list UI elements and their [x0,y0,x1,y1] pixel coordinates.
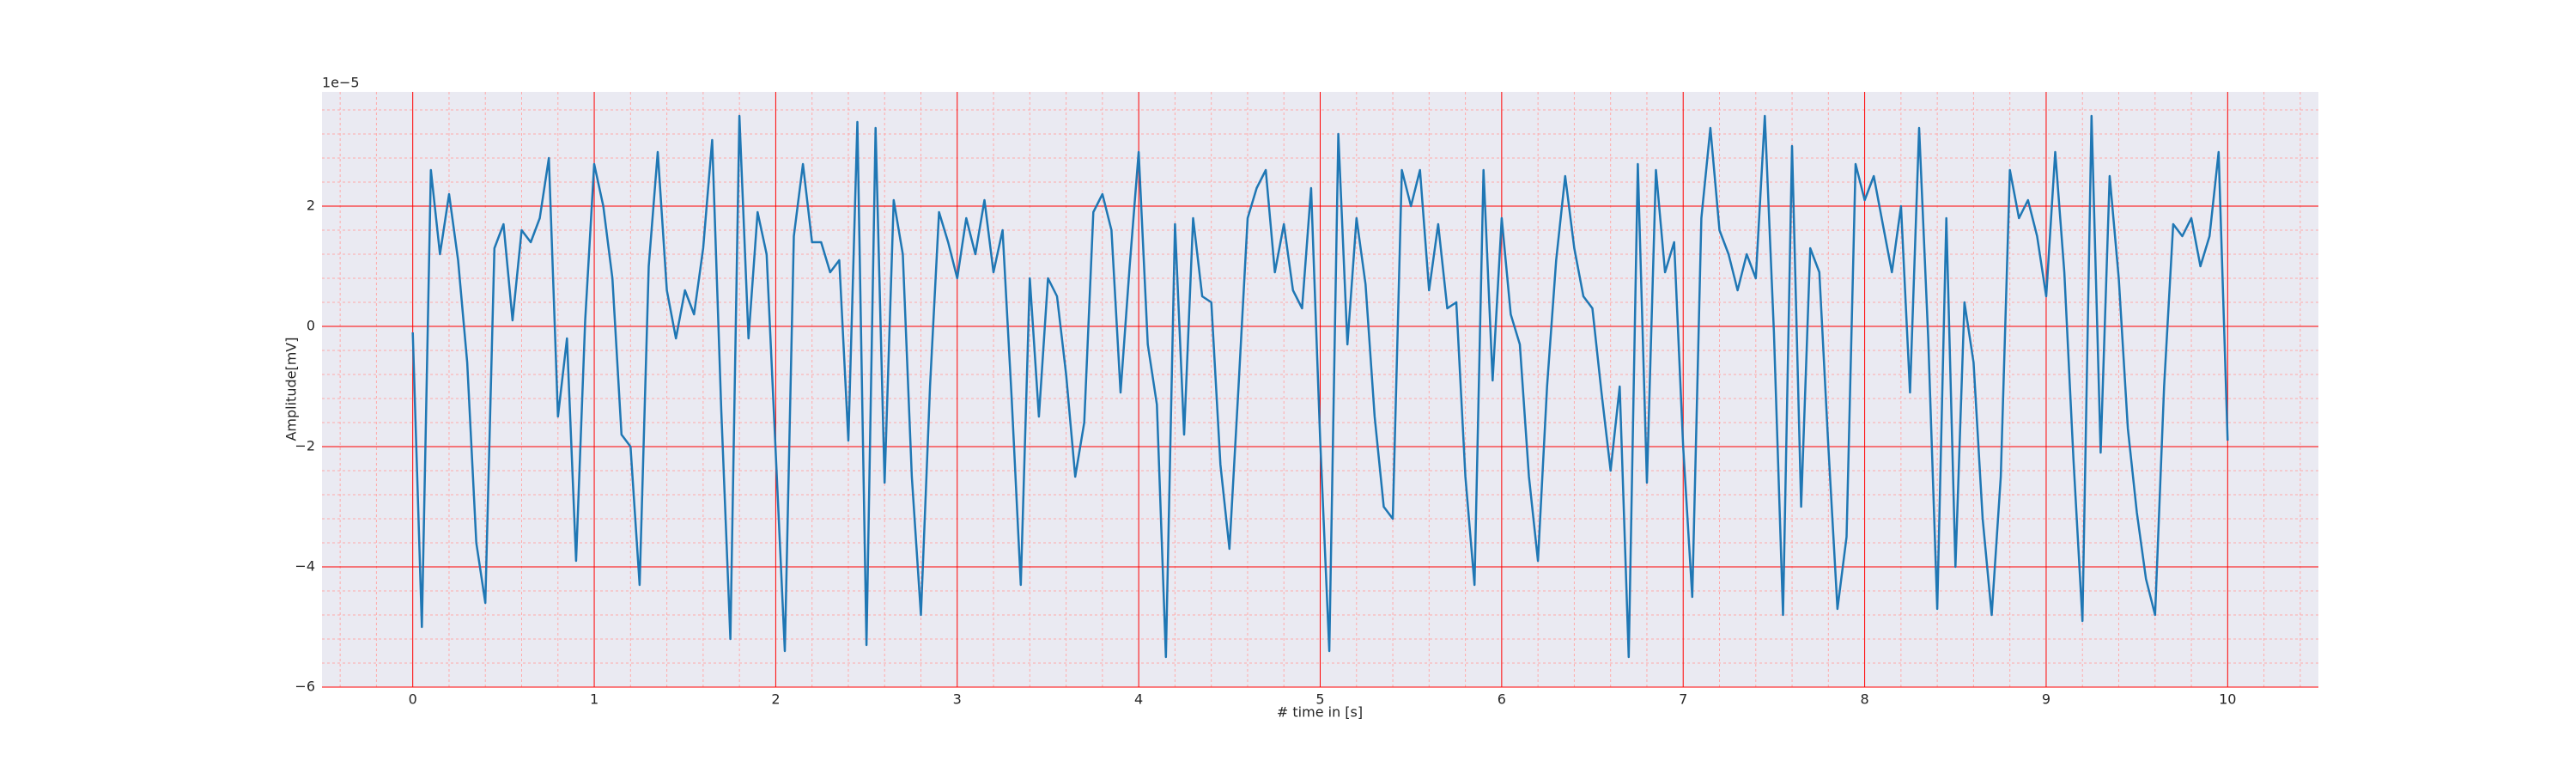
y-tick-label: −6 [295,679,315,695]
y-tick-label: −2 [295,438,315,454]
x-tick-label: 4 [1134,691,1143,708]
y-offset-label: 1e−5 [322,75,360,91]
x-tick-label: 2 [771,691,780,708]
y-axis-label: Amplitude[mV] [283,337,300,441]
y-tick-label: 2 [307,198,315,214]
x-tick-label: 0 [409,691,417,708]
data-line [411,114,2229,659]
x-tick-label: 10 [2219,691,2236,708]
x-tick-label: 1 [590,691,598,708]
y-tick-label: 0 [307,318,315,334]
x-tick-label: 9 [2042,691,2050,708]
x-tick-label: 5 [1315,691,1324,708]
y-tick-label: −4 [295,558,315,575]
x-tick-label: 8 [1860,691,1868,708]
x-axis-label: # time in [s] [1277,704,1363,721]
x-tick-label: 6 [1498,691,1506,708]
x-tick-label: 7 [1679,691,1687,708]
x-tick-label: 3 [953,691,962,708]
